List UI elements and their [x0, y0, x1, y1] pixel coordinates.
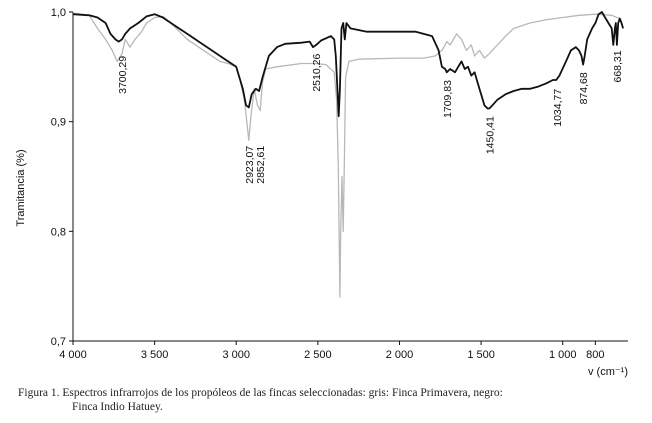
- x-tick-label: 4 000: [59, 349, 87, 361]
- y-tick-label: 1,0: [51, 7, 66, 19]
- x-tick-label: 3 500: [141, 349, 169, 361]
- peak-label: 1709,83: [442, 80, 454, 118]
- annotation-layer: 3700,29 2923,07 2852,61 2510,26 1709,83 1450,…: [117, 50, 624, 184]
- caption-line-2: Finca Indio Hatuey.: [72, 401, 163, 413]
- peak-label: 1034,77: [552, 89, 564, 127]
- peak-label: 1450,41: [484, 116, 496, 154]
- ir-spectra-chart: 1,0 0,9 0,8 0,74 000 3 500 3 000 2 500 2 000 1 5…: [15, 7, 628, 378]
- x-tick-label: 3 000: [222, 349, 250, 361]
- x-tick-label: 1 000: [549, 349, 577, 361]
- x-tick-label: 2 000: [386, 349, 414, 361]
- peak-label: 2923,07: [244, 146, 256, 184]
- y-tick-label: 0,8: [51, 226, 66, 238]
- axes: 1,0 0,9 0,8 0,74 000 3 500 3 000 2 500 2 000 1 5…: [51, 7, 628, 361]
- caption-line-1: Figura 1. Espectros infrarrojos de los p…: [18, 387, 503, 399]
- x-tick-label: 2 500: [304, 349, 332, 361]
- peak-label: 2852,61: [255, 146, 267, 184]
- y-axis-title: Tramitancia (%): [15, 149, 27, 226]
- y-tick-label: 0,7: [51, 336, 66, 348]
- series-layer: [72, 11, 624, 298]
- peak-label: 668,31: [612, 50, 624, 82]
- y-tick-label: 0,9: [51, 117, 66, 129]
- series-line-2: [72, 11, 624, 118]
- x-tick-label: 800: [586, 349, 604, 361]
- x-tick-label: 1 500: [467, 349, 495, 361]
- x-axis-title: v (cm⁻¹): [588, 366, 628, 378]
- peak-label: 3700,29: [117, 56, 129, 94]
- figure-caption: Figura 1. Espectros infrarrojos de los p…: [18, 386, 638, 414]
- peak-label: 2510,26: [311, 54, 323, 92]
- series-line-1: [72, 12, 621, 298]
- peak-label: 874,68: [578, 72, 590, 104]
